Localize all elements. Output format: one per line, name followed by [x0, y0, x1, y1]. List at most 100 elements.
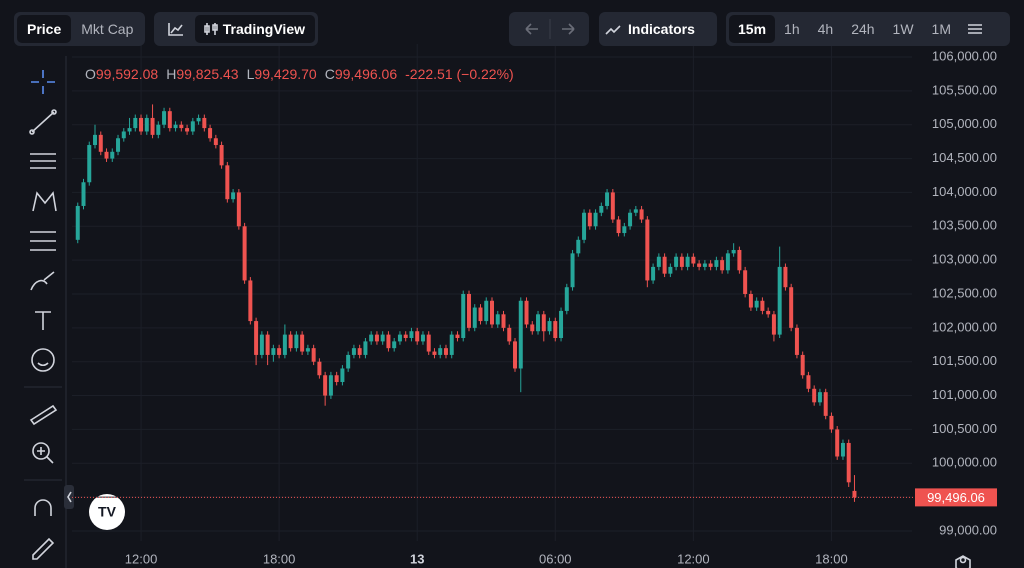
interval-button[interactable]: 1W — [892, 21, 914, 37]
y-tick-label: 102,500.00 — [932, 285, 997, 300]
low-value: 99,429.70 — [254, 66, 317, 82]
candle-body — [576, 239, 581, 254]
candle-body — [202, 117, 207, 129]
candle-body — [823, 392, 828, 416]
candle-body — [697, 263, 702, 267]
candle-body — [536, 314, 541, 332]
tradingview-button[interactable]: TradingView — [194, 15, 315, 43]
candle-body — [616, 219, 621, 234]
candle-body — [622, 226, 627, 234]
y-tick-label: 100,500.00 — [932, 421, 997, 436]
candle-body — [478, 307, 483, 322]
candle-body — [846, 442, 851, 483]
x-tick-label: 18:00 — [815, 551, 848, 566]
candle-body — [800, 354, 805, 376]
high-key: H — [166, 66, 177, 82]
candle-body — [392, 341, 397, 349]
candle-body — [334, 375, 339, 383]
candle-body — [116, 138, 121, 152]
candle-body — [179, 124, 184, 129]
candle-body — [582, 212, 587, 240]
candle-body — [817, 392, 822, 403]
candle-body — [766, 310, 771, 315]
candle-body — [455, 334, 460, 339]
interval-button[interactable]: 24h — [851, 21, 875, 37]
y-tick-label: 104,500.00 — [932, 150, 997, 165]
candle-body — [559, 310, 564, 339]
interval-button[interactable]: 15m — [729, 15, 776, 43]
x-tick-label: 13 — [410, 551, 424, 566]
candle-body — [282, 334, 287, 355]
candle-body — [196, 117, 201, 122]
candle-body — [121, 131, 126, 139]
candle-body — [760, 300, 765, 311]
candle-body — [725, 253, 730, 271]
candle-body — [294, 334, 299, 349]
candle-body — [651, 266, 656, 281]
undo-redo[interactable] — [512, 15, 586, 43]
candle-body — [656, 256, 661, 267]
candle-body — [461, 293, 466, 339]
ohlc-legend: O99,592.08 H99,825.43 L99,429.70 C99,496.06… — [85, 66, 522, 82]
candle-body — [415, 331, 420, 342]
candle-body — [564, 287, 569, 311]
candle-body — [277, 348, 282, 355]
settings-button[interactable] — [960, 15, 990, 43]
candle-body — [369, 334, 374, 342]
mkt-cap-button[interactable]: Mkt Cap — [81, 21, 134, 37]
candle-body — [208, 128, 213, 139]
candle-body — [127, 128, 132, 132]
candle-body — [144, 117, 149, 132]
candle-body — [213, 138, 218, 146]
candle-body — [737, 249, 742, 271]
candle-body — [156, 124, 161, 135]
candle-body — [639, 209, 644, 220]
candle-body — [662, 256, 667, 274]
x-tick-label: 18:00 — [263, 551, 296, 566]
candle-body — [513, 341, 518, 369]
candle-body — [490, 300, 494, 325]
candle-body — [518, 300, 523, 369]
y-tick-label: 99,000.00 — [939, 522, 997, 537]
line-chart-button[interactable] — [157, 15, 195, 43]
candle-body — [754, 300, 759, 308]
candle-body — [605, 192, 610, 206]
candle-body — [317, 361, 322, 376]
candle-body — [840, 442, 845, 457]
tradingview-label: TradingView — [222, 21, 305, 37]
low-key: L — [246, 66, 255, 82]
interval-button[interactable]: 1h — [784, 21, 800, 37]
candle-body — [409, 331, 414, 339]
candle-body — [501, 314, 506, 328]
candle-body — [386, 334, 391, 349]
interval-button[interactable]: 1M — [931, 21, 951, 37]
interval-button[interactable]: 4h — [817, 21, 834, 37]
candle-body — [829, 415, 834, 430]
candle-body — [852, 490, 857, 498]
candle-body — [288, 334, 293, 349]
candle-body — [311, 348, 316, 362]
x-tick-label: 06:00 — [539, 551, 572, 566]
candle-body — [219, 145, 224, 166]
candle-body — [610, 192, 615, 220]
y-tick-label: 102,000.00 — [932, 319, 997, 334]
candle-body — [110, 151, 115, 159]
candle-body — [438, 348, 443, 355]
indicators-button[interactable]: Indicators — [599, 12, 717, 46]
price-button[interactable]: Price — [17, 15, 72, 43]
candle-body — [259, 334, 264, 355]
change-value: -222.51 (−0.22%) — [405, 66, 514, 82]
candle-body — [231, 192, 236, 200]
candle-body — [236, 192, 241, 227]
candle-body — [714, 260, 719, 267]
candle-body — [570, 253, 575, 288]
candle-body — [466, 293, 471, 328]
y-tick-label: 101,500.00 — [932, 353, 997, 368]
candle-body — [789, 287, 794, 328]
candle-body — [794, 327, 799, 355]
candle-body — [380, 334, 385, 342]
candle-body — [812, 388, 817, 403]
candle-body — [748, 293, 753, 308]
